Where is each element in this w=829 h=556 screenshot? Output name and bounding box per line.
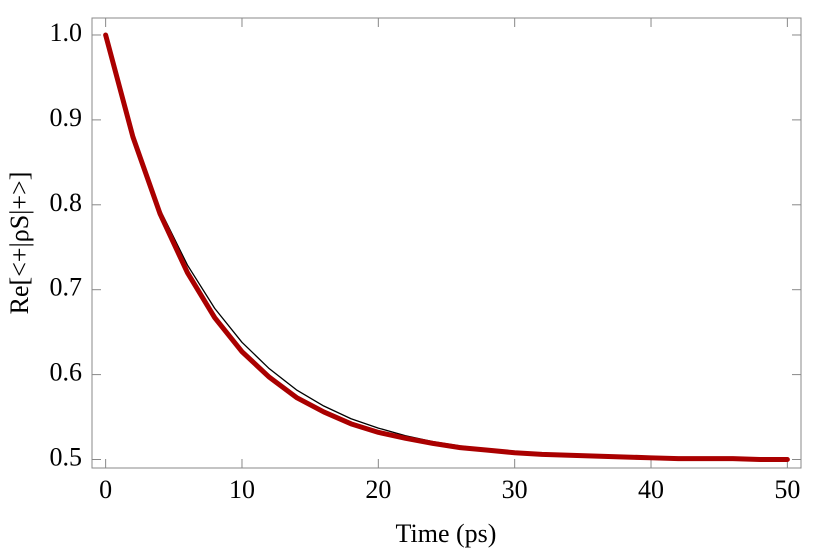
x-tick-label: 50: [774, 475, 800, 504]
x-tick-label: 30: [502, 475, 528, 504]
y-tick-label: 1.0: [50, 18, 83, 47]
x-tick-label: 20: [365, 475, 391, 504]
y-tick-label: 0.7: [50, 273, 83, 302]
y-tick-label: 0.8: [50, 188, 83, 217]
y-tick-label: 0.6: [50, 358, 83, 387]
y-tick-label: 0.5: [50, 442, 83, 471]
y-axis-label: Re[<+|ρS|+>]: [5, 172, 34, 315]
y-tick-label: 0.9: [50, 103, 83, 132]
plot-frame: [91, 17, 802, 469]
x-tick-label: 40: [638, 475, 664, 504]
x-tick-label: 0: [99, 475, 112, 504]
data-line: [104, 34, 789, 461]
x-axis-label: Time (ps): [396, 519, 497, 548]
x-tick-label: 10: [229, 475, 255, 504]
data-line: [103, 32, 790, 463]
